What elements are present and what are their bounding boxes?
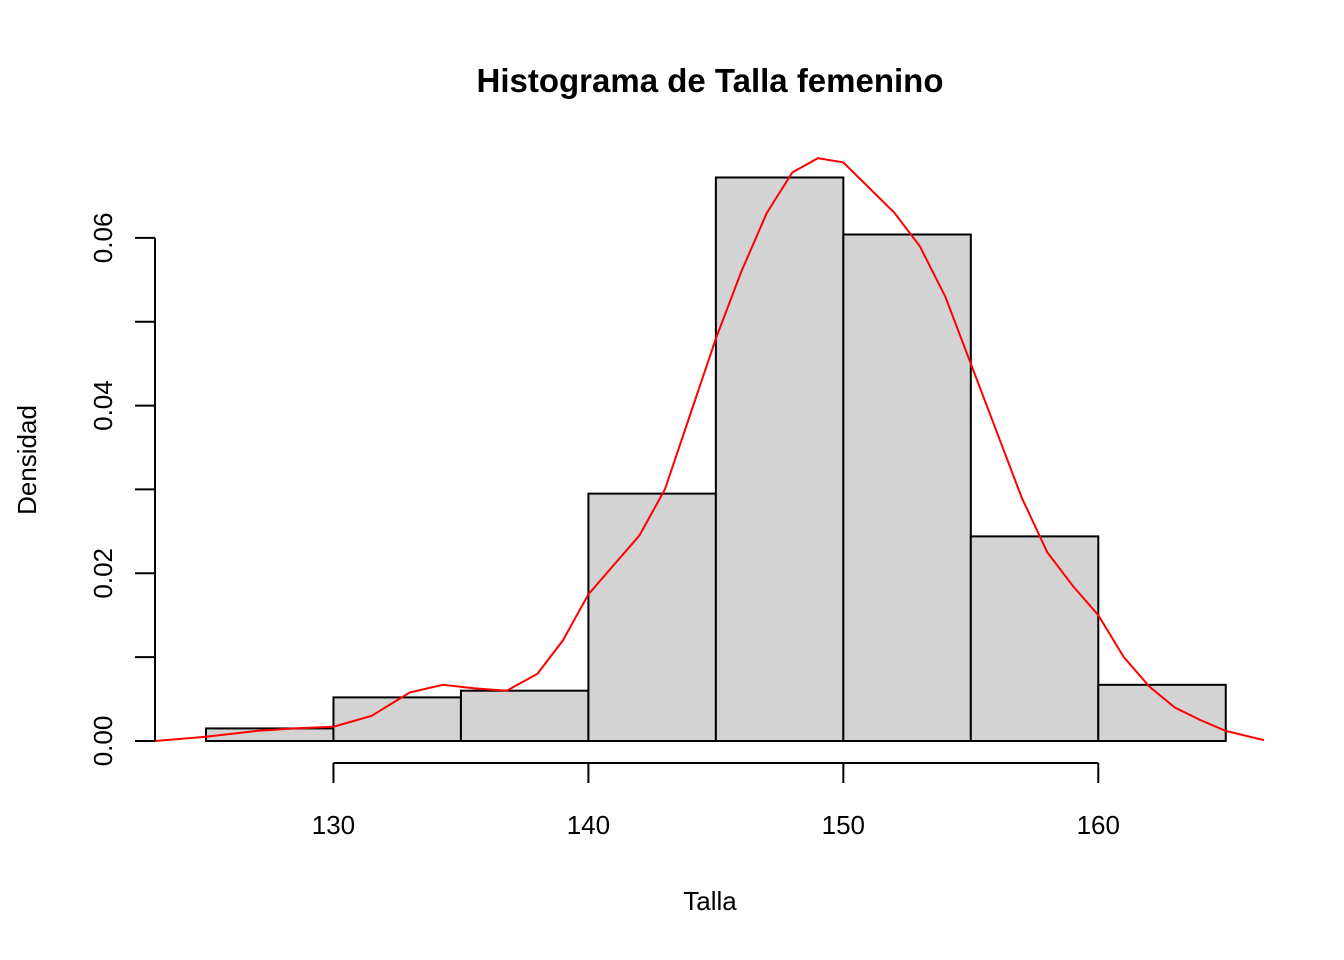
y-tick-label-3: 0.06 [88, 213, 118, 264]
x-axis-label: Talla [683, 886, 737, 916]
x-tick-label-140: 140 [567, 810, 610, 840]
density-curve [154, 157, 1265, 742]
histogram-bars [204, 176, 1227, 743]
y-tick-label-2: 0.04 [88, 380, 118, 431]
y-axis: 0.00 0.02 0.04 0.06 [88, 213, 156, 767]
y-axis-label: Densidad [12, 405, 42, 515]
histogram-bar-4 [587, 492, 717, 742]
histogram-bar-3 [459, 689, 590, 743]
x-tick-label-150: 150 [822, 810, 865, 840]
y-tick-label-1: 0.02 [88, 548, 118, 599]
density-curve-layer [154, 157, 1265, 742]
y-tick-label-0: 0.00 [88, 716, 118, 767]
x-tick-label-160: 160 [1077, 810, 1120, 840]
chart-title: Histograma de Talla femenino [477, 62, 944, 99]
histogram-bar-7 [969, 535, 1100, 742]
x-axis: 130 140 150 160 [312, 762, 1120, 840]
histogram-bar-5 [714, 176, 845, 743]
histogram-bar-6 [842, 233, 972, 742]
histogram-bar-8 [1097, 683, 1227, 743]
histogram-bar-2 [332, 696, 462, 742]
x-tick-label-130: 130 [312, 810, 355, 840]
